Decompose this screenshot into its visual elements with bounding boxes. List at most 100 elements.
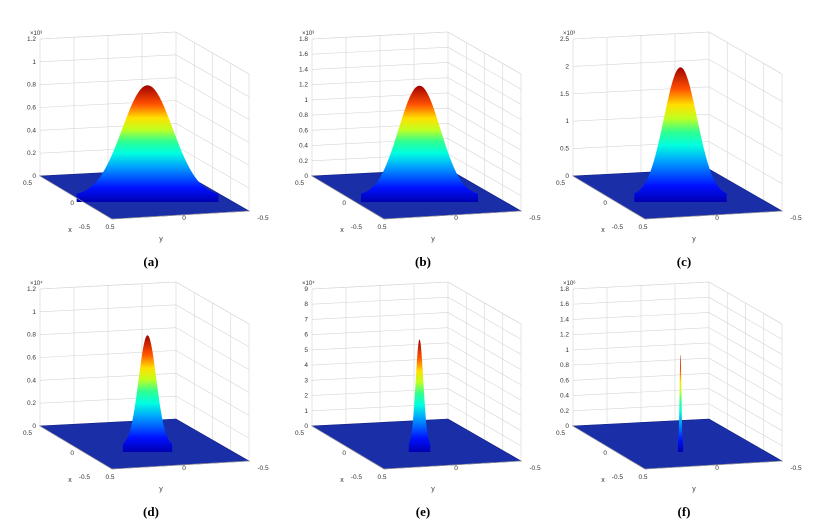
z-tick-label: 1 <box>565 118 569 125</box>
z-tick-label: 0.4 <box>27 377 36 384</box>
z-gridline <box>311 342 522 386</box>
z-tick-label: 1 <box>32 59 36 66</box>
z-gridline <box>39 77 250 120</box>
x-tick-label: -0.5 <box>612 474 624 481</box>
y-tick-label: 0 <box>715 465 719 472</box>
panel-caption: (c) <box>677 254 691 269</box>
x-tick-label: 0.5 <box>556 430 565 437</box>
x-tick-label: 0.5 <box>23 180 32 187</box>
z-exponent-label: ×10³ <box>302 31 314 37</box>
z-tick-label: 0 <box>304 173 308 180</box>
z-exponent-label: ×10⁶ <box>563 280 576 287</box>
z-gridline <box>311 92 522 136</box>
z-gridline <box>572 296 783 340</box>
x-tick-label: -0.5 <box>351 474 363 481</box>
x-tick-label: 0 <box>342 450 346 457</box>
z-tick-label: 0 <box>565 173 569 180</box>
surface-peak <box>360 85 479 202</box>
z-gridline <box>572 327 783 370</box>
y-tick-label: 0.5 <box>377 224 386 231</box>
z-gridline <box>572 373 783 416</box>
y-tick-label: 0 <box>182 465 186 472</box>
z-exponent-label: ×10³ <box>563 31 575 37</box>
floor-front-edge <box>311 425 522 470</box>
z-tick-label: 5 <box>304 347 308 354</box>
z-tick-label: 1.4 <box>560 316 569 323</box>
z-tick-label: 0.4 <box>560 393 569 400</box>
z-tick-label: 0 <box>32 173 36 180</box>
z-tick-label: 3 <box>304 377 308 384</box>
z-gridline <box>39 281 250 325</box>
x-tick-label: 0 <box>342 200 346 207</box>
z-gridline <box>572 31 783 75</box>
x-tick-label: -0.5 <box>351 224 363 231</box>
z-tick-label: 0.2 <box>27 400 36 407</box>
panel-caption: (e) <box>416 504 430 519</box>
z-tick-label: 1.2 <box>560 332 569 339</box>
z-tick-label: 1.8 <box>299 36 308 43</box>
z-gridline <box>311 327 522 370</box>
z-tick-label: 0.4 <box>299 143 308 150</box>
panel-caption: (b) <box>415 254 431 269</box>
z-gridline <box>311 312 522 355</box>
z-tick-label: 0.2 <box>560 408 569 415</box>
wall-top-edge <box>39 281 250 325</box>
z-gridline <box>572 312 783 355</box>
z-tick-label: 1.6 <box>299 51 308 58</box>
y-tick-label: 0 <box>454 465 458 472</box>
z-tick-label: 0.8 <box>27 332 36 339</box>
y-tick-label: 0 <box>182 215 186 222</box>
z-exponent-label: ×10³ <box>30 31 42 37</box>
y-tick-label: -0.5 <box>529 215 541 222</box>
floor-front-edge <box>39 425 250 470</box>
wall-top-edge <box>39 31 250 75</box>
surface-floor <box>571 418 784 470</box>
z-tick-label: 0 <box>304 423 308 430</box>
z-tick-label: 1.6 <box>560 301 569 308</box>
y-tick-label: 0 <box>715 215 719 222</box>
y-tick-label: -0.5 <box>257 215 269 222</box>
z-gridline <box>572 113 783 157</box>
x-tick-label: 0.5 <box>23 430 32 437</box>
x-tick-label: -0.5 <box>79 474 91 481</box>
z-tick-label: 1.5 <box>560 91 569 98</box>
z-tick-label: 0.8 <box>560 362 569 369</box>
z-tick-label: 9 <box>304 286 308 293</box>
y-tick-label: -0.5 <box>790 215 802 222</box>
y-tick-label: 0.5 <box>638 474 647 481</box>
z-tick-label: 0.2 <box>27 150 36 157</box>
z-gridline <box>39 395 250 439</box>
z-tick-label: 4 <box>304 362 308 369</box>
z-gridline <box>311 46 522 90</box>
z-gridline <box>311 403 522 447</box>
panel-caption: (f) <box>678 504 691 519</box>
surface-peak <box>122 335 173 452</box>
z-tick-label: 6 <box>304 332 308 339</box>
z-tick-label: 1.2 <box>27 286 36 293</box>
y-axis-label: y <box>159 236 163 243</box>
z-tick-label: 0.6 <box>27 105 36 112</box>
y-tick-label: -0.5 <box>257 465 269 472</box>
z-tick-label: 0.6 <box>560 377 569 384</box>
surface-peak <box>408 339 431 452</box>
y-tick-label: 0 <box>454 215 458 222</box>
x-axis-label: x <box>68 477 72 484</box>
x-tick-label: 0.5 <box>295 180 304 187</box>
x-tick-label: -0.5 <box>612 224 624 231</box>
x-axis-label: x <box>601 227 605 234</box>
z-gridline <box>572 388 783 431</box>
y-tick-label: 0.5 <box>105 224 114 231</box>
surface-peak <box>677 354 684 452</box>
wall-top-edge <box>572 31 783 75</box>
z-tick-label: 0.2 <box>299 158 308 165</box>
z-tick-label: 0.5 <box>560 146 569 153</box>
wall-edges <box>572 32 783 211</box>
floor-front-edge <box>572 425 783 470</box>
y-tick-label: 0.5 <box>105 474 114 481</box>
y-axis-label: y <box>159 486 163 493</box>
y-axis-label: y <box>692 486 696 493</box>
